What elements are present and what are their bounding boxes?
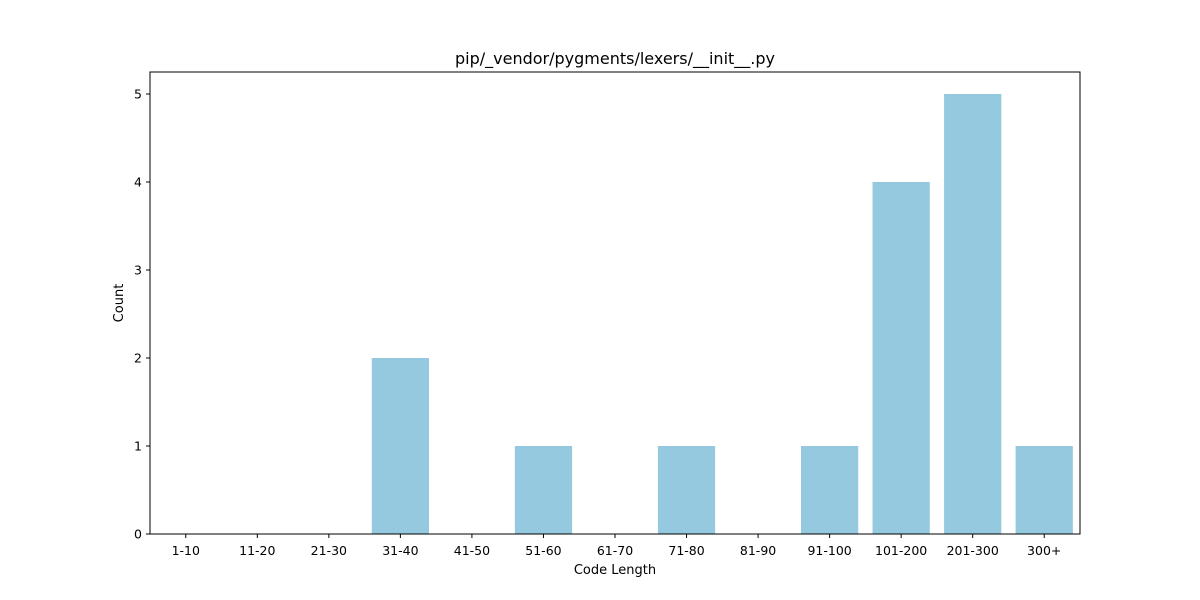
- y-tick-label-2: 2: [134, 351, 142, 366]
- y-tick-label-4: 4: [134, 175, 142, 190]
- bar-31-40: [371, 358, 429, 534]
- x-tick-label-21-30: 21-30: [311, 543, 347, 558]
- y-tick-label-5: 5: [134, 87, 142, 102]
- x-axis: 1-10 11-20 21-30 31-40 41-50 51-60 61-70 71-80 8…: [172, 534, 1061, 558]
- x-tick-label-1-10: 1-10: [172, 543, 200, 558]
- x-tick-label-11-20: 11-20: [239, 543, 275, 558]
- y-tick-label-0: 0: [134, 527, 142, 542]
- bar-201-300: [944, 94, 1002, 534]
- x-tick-label-31-40: 31-40: [382, 543, 418, 558]
- x-axis-label: Code Length: [574, 563, 656, 578]
- y-axis-label: Count: [112, 284, 127, 323]
- x-tick-label-101-200: 101-200: [875, 543, 927, 558]
- chart-title: pip/_vendor/pygments/lexers/__init__.py: [455, 49, 775, 69]
- x-tick-label-71-80: 71-80: [668, 543, 704, 558]
- x-tick-label-81-90: 81-90: [740, 543, 776, 558]
- x-tick-label-91-100: 91-100: [807, 543, 851, 558]
- bar-91-100: [801, 446, 859, 534]
- x-tick-label-51-60: 51-60: [525, 543, 561, 558]
- bar-71-80: [657, 446, 716, 534]
- bar-101-200: [872, 182, 930, 534]
- plot-frame: [149, 71, 1081, 535]
- y-tick-label-3: 3: [134, 263, 142, 278]
- bar-300+: [1015, 446, 1073, 534]
- x-tick-label-300+: 300+: [1027, 543, 1061, 558]
- bars-group: [371, 94, 1073, 534]
- y-axis: 0 1 2 3 4 5: [134, 87, 150, 542]
- x-tick-label-41-50: 41-50: [454, 543, 490, 558]
- y-tick-label-1: 1: [134, 439, 142, 454]
- bar-51-60: [514, 446, 573, 534]
- x-tick-label-61-70: 61-70: [597, 543, 633, 558]
- x-tick-label-201-300: 201-300: [947, 543, 999, 558]
